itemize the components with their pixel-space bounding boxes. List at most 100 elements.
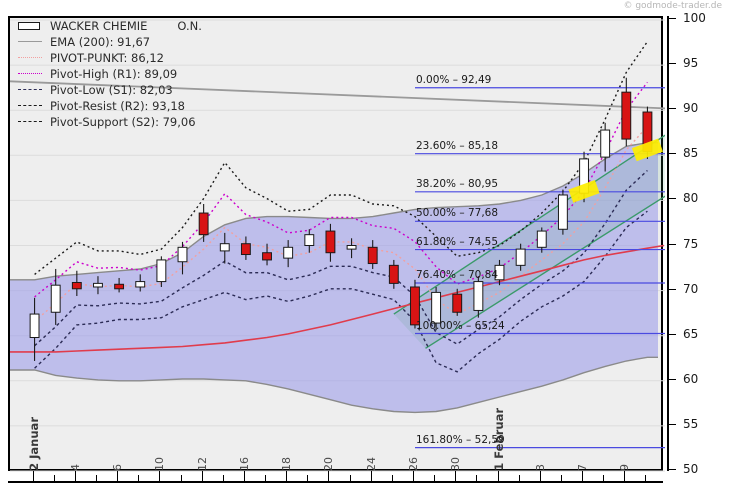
candle-body-up: [29, 313, 40, 339]
candlestick[interactable]: [29, 297, 40, 361]
x-tick-major: [582, 471, 584, 481]
candlestick[interactable]: [219, 232, 230, 264]
x-tick-minor: [518, 475, 520, 481]
candle-body-up: [431, 291, 442, 324]
x-tick-minor: [265, 475, 267, 481]
candle-body-up: [50, 284, 61, 313]
legend-dashed-icon: [18, 100, 44, 112]
x-tick-label: 30: [449, 457, 463, 471]
y-tick-label: 90: [683, 101, 699, 116]
y-tick-mark: [668, 288, 676, 290]
candlestick[interactable]: [515, 243, 526, 271]
x-tick-label: 18: [280, 457, 294, 471]
candle-body-up: [557, 194, 568, 230]
fib-label-38-20: 38.20% – 80,95: [416, 177, 499, 190]
y-axis: 100 95 90 85 80 75 70 65 60 55 50: [665, 11, 730, 476]
legend-row[interactable]: Pivot-Support (S2): 79,06: [18, 114, 268, 130]
x-tick-major: [455, 471, 457, 481]
candle-body-up: [536, 230, 547, 248]
candlestick[interactable]: [452, 288, 463, 316]
x-tick-label: 12: [195, 457, 209, 471]
y-tick-label: 70: [683, 281, 699, 296]
legend-row[interactable]: Pivot-Low (S1): 82,03: [18, 82, 268, 98]
candlestick[interactable]: [346, 238, 357, 259]
candle-body-down: [325, 230, 336, 254]
legend-box-icon: [18, 20, 44, 32]
x-tick-minor: [476, 475, 478, 481]
candle-body-up: [177, 246, 188, 263]
x-tick-label: 2 Januar: [26, 417, 41, 471]
legend-row[interactable]: Pivot-Resist (R2): 93,18: [18, 98, 268, 114]
x-tick-major: [370, 471, 372, 481]
candle-body-down: [452, 293, 463, 313]
candle-body-up: [600, 129, 611, 158]
candlestick[interactable]: [114, 277, 125, 293]
candle-body-up: [494, 264, 505, 281]
candlestick[interactable]: [198, 204, 209, 242]
x-tick-major: [286, 471, 288, 481]
candle-body-down: [198, 212, 209, 236]
legend-dotted-icon: [18, 52, 44, 64]
x-tick-minor: [95, 475, 97, 481]
legend-row[interactable]: EMA (200): 91,67: [18, 34, 268, 50]
candlestick[interactable]: [536, 227, 547, 253]
y-tick-mark: [668, 18, 676, 19]
candlestick[interactable]: [135, 274, 146, 292]
candlestick[interactable]: [325, 223, 336, 262]
legend-label: WACKER CHEMIE: [50, 19, 148, 33]
candlestick[interactable]: [93, 276, 103, 295]
x-tick-minor: [434, 475, 436, 481]
candlestick[interactable]: [367, 240, 378, 269]
chart-canvas: [10, 19, 665, 472]
x-tick-minor: [53, 475, 55, 481]
candlestick[interactable]: [621, 77, 632, 147]
legend-row[interactable]: PIVOT-PUNKT: 86,12: [18, 50, 268, 66]
candlestick[interactable]: [473, 276, 484, 318]
candlestick[interactable]: [240, 236, 251, 260]
y-tick-mark: [668, 423, 676, 425]
candlestick[interactable]: [262, 243, 272, 266]
candlestick[interactable]: [494, 259, 505, 286]
pivot-support-s2-line: [34, 210, 648, 373]
x-tick-label: 16: [237, 457, 251, 471]
candlestick[interactable]: [71, 270, 82, 297]
plot-area[interactable]: [8, 16, 665, 472]
y-tick-label: 85: [683, 146, 699, 161]
signal-marker[interactable]: [631, 138, 663, 162]
candle-body-up: [135, 281, 146, 288]
candlestick[interactable]: [304, 229, 315, 253]
candlestick[interactable]: [283, 240, 294, 268]
legend-label: PIVOT-PUNKT: 86,12: [50, 51, 164, 65]
candlestick[interactable]: [388, 259, 399, 289]
candle-body-down: [240, 243, 251, 256]
chart-frame: WACKER CHEMIE O.N. EMA (200): 91,67 PIVOT-P…: [8, 11, 730, 483]
candlestick[interactable]: [156, 256, 167, 287]
x-tick-label: 7: [576, 464, 590, 471]
legend-row[interactable]: WACKER CHEMIE O.N.: [18, 18, 268, 34]
fib-label-50-00: 50.00% – 77,68: [416, 207, 499, 220]
candlestick[interactable]: [410, 279, 420, 329]
x-tick-minor: [645, 475, 647, 481]
fib-label-61-80: 61.80% – 74,55: [416, 235, 499, 248]
y-tick-label: 75: [683, 236, 699, 251]
x-tick-major: [328, 471, 330, 481]
legend-label: Pivot-Resist (R2): 93,18: [50, 99, 186, 113]
candlestick[interactable]: [600, 122, 611, 172]
legend-row[interactable]: Pivot-High (R1): 89,09: [18, 66, 268, 82]
x-tick-major: [539, 471, 541, 481]
candlestick[interactable]: [50, 268, 61, 325]
x-axis: 2 Januar 4 6 10 12 16 18 20 24 26 30 1 Februar 3 7 9: [8, 408, 663, 497]
ema-200-gray-line: [10, 80, 665, 110]
candlestick[interactable]: [557, 189, 568, 235]
signal-marker[interactable]: [568, 180, 600, 203]
legend-dotted-icon: [18, 68, 44, 80]
candlestick[interactable]: [431, 286, 442, 331]
x-tick-major: [32, 471, 34, 481]
y-tick-label: 65: [683, 326, 699, 341]
legend-label: Pivot-Support (S2): 79,06: [50, 115, 196, 129]
x-tick-minor: [222, 475, 224, 481]
candlestick[interactable]: [177, 241, 188, 275]
ema-200-red-line: [10, 244, 665, 353]
volatility-band-fill: [10, 142, 658, 413]
x-tick-label: 9: [618, 464, 632, 471]
